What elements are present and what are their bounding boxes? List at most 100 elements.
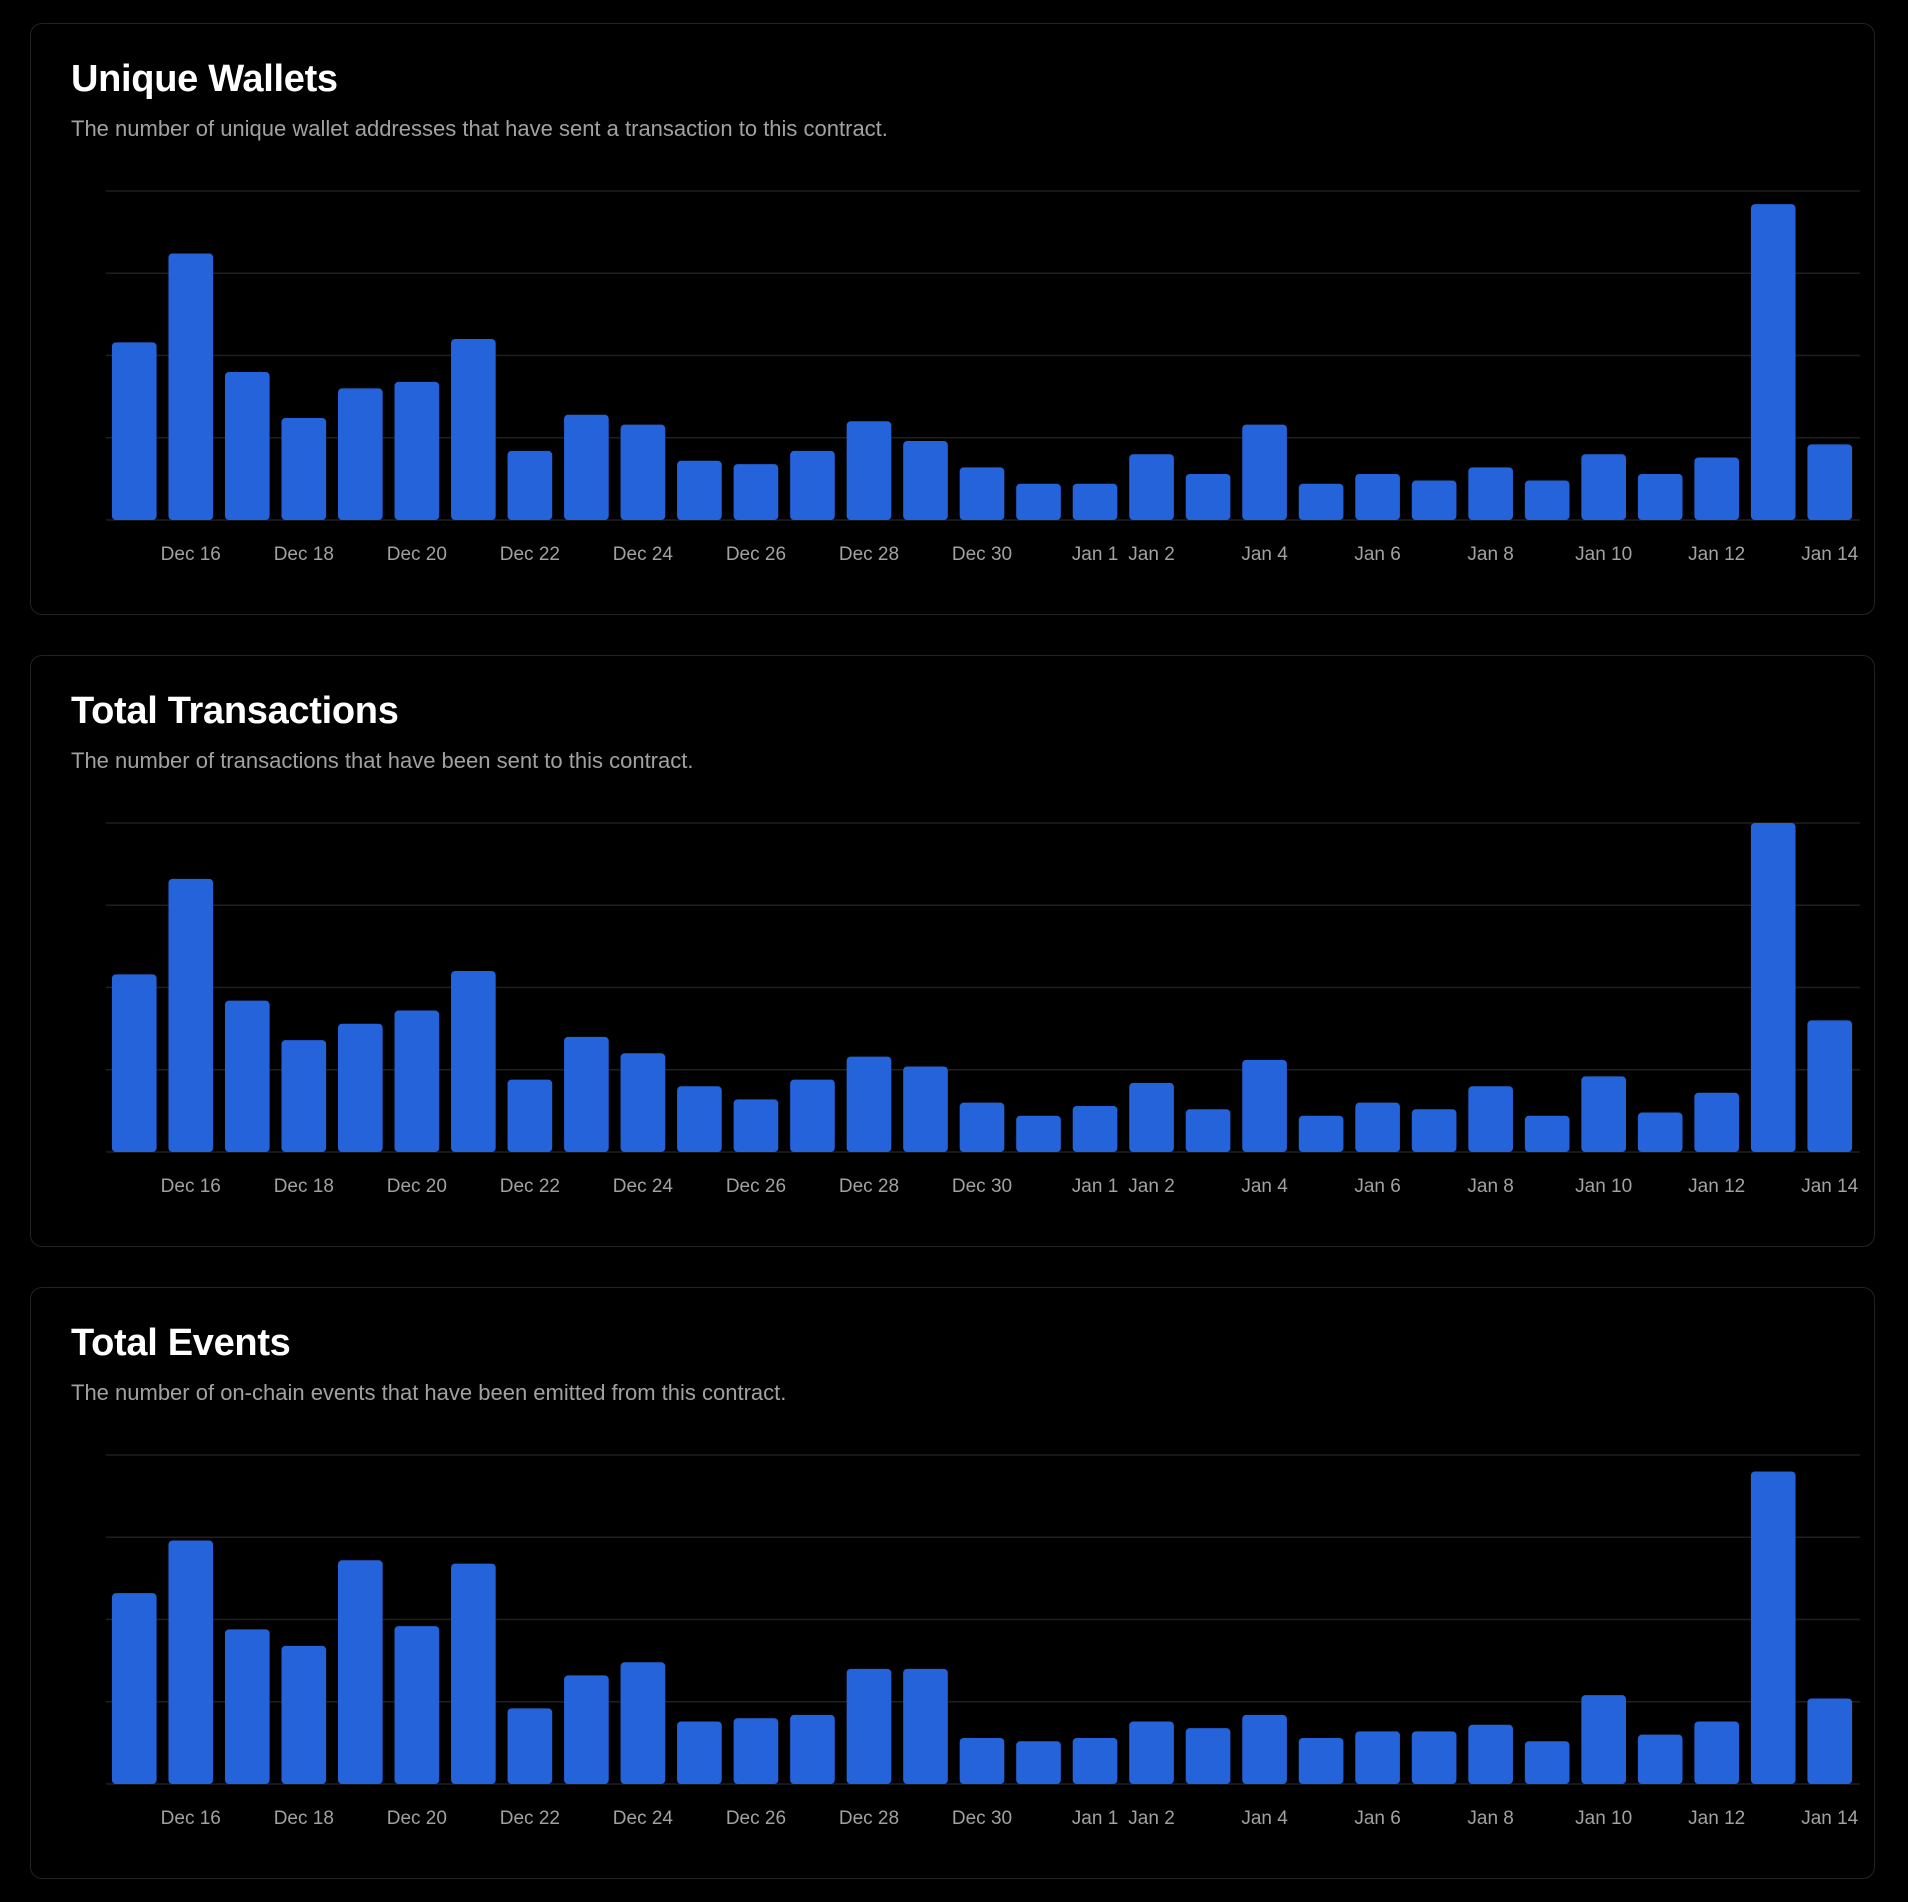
bar[interactable]	[903, 441, 948, 520]
bar[interactable]	[1355, 473, 1400, 520]
bar[interactable]	[1524, 1115, 1570, 1152]
bar[interactable]	[620, 1053, 666, 1152]
x-tick-label: Dec 22	[500, 544, 560, 565]
bar[interactable]	[168, 878, 214, 1152]
x-tick-label: Jan 10	[1575, 1808, 1632, 1829]
bar[interactable]	[564, 1675, 609, 1784]
bar[interactable]	[846, 421, 892, 520]
bar[interactable]	[1581, 1076, 1627, 1152]
bar[interactable]	[1298, 1115, 1344, 1152]
bar[interactable]	[1750, 204, 1796, 520]
bar[interactable]	[1694, 1721, 1740, 1784]
bar[interactable]	[281, 418, 327, 520]
total-transactions-card: Total Transactions The number of transac…	[30, 655, 1875, 1247]
bar[interactable]	[959, 1737, 1005, 1784]
bar[interactable]	[846, 1668, 892, 1784]
bar[interactable]	[111, 342, 157, 520]
bar[interactable]	[394, 1626, 440, 1784]
bar[interactable]	[1298, 483, 1344, 520]
x-tick-label: Dec 20	[387, 1808, 447, 1829]
bar[interactable]	[111, 974, 157, 1152]
bar[interactable]	[451, 339, 496, 520]
bar[interactable]	[1694, 457, 1740, 520]
bar[interactable]	[337, 388, 383, 520]
bar[interactable]	[1016, 483, 1061, 520]
bar[interactable]	[281, 1040, 327, 1152]
bar[interactable]	[733, 1718, 779, 1784]
bar[interactable]	[1637, 473, 1683, 520]
x-tick-label: Dec 26	[726, 1808, 786, 1829]
bar[interactable]	[224, 1629, 270, 1784]
bar[interactable]	[1129, 1721, 1174, 1784]
bar[interactable]	[564, 414, 609, 520]
bar[interactable]	[337, 1023, 383, 1152]
bar[interactable]	[1242, 1059, 1287, 1152]
bar[interactable]	[507, 450, 553, 520]
bar[interactable]	[1411, 480, 1457, 520]
bar[interactable]	[1750, 823, 1796, 1152]
bar[interactable]	[451, 971, 496, 1152]
bar[interactable]	[620, 424, 666, 520]
bar[interactable]	[733, 464, 779, 520]
bar[interactable]	[846, 1056, 892, 1152]
bar[interactable]	[1581, 1695, 1627, 1784]
bar[interactable]	[677, 1721, 722, 1784]
bar[interactable]	[1185, 1109, 1231, 1152]
x-tick-label: Jan 6	[1354, 544, 1400, 565]
bar[interactable]	[337, 1560, 383, 1784]
bar[interactable]	[224, 1000, 270, 1152]
bar[interactable]	[677, 1086, 722, 1152]
bar[interactable]	[1355, 1102, 1400, 1152]
bar[interactable]	[168, 253, 214, 520]
bar[interactable]	[168, 1540, 214, 1784]
bar[interactable]	[507, 1708, 553, 1784]
bar[interactable]	[1072, 1737, 1118, 1784]
bar[interactable]	[1016, 1741, 1061, 1784]
bar[interactable]	[1411, 1731, 1457, 1784]
bar[interactable]	[790, 1714, 835, 1784]
bar[interactable]	[1524, 1741, 1570, 1784]
bar[interactable]	[1637, 1734, 1683, 1784]
bar[interactable]	[733, 1099, 779, 1152]
bar[interactable]	[677, 460, 722, 520]
bar[interactable]	[1411, 1109, 1457, 1152]
bar[interactable]	[1355, 1731, 1400, 1784]
bar[interactable]	[507, 1079, 553, 1152]
bar[interactable]	[1524, 480, 1570, 520]
bar[interactable]	[1468, 1086, 1513, 1152]
bar[interactable]	[281, 1645, 327, 1784]
bar[interactable]	[1016, 1115, 1061, 1152]
bar[interactable]	[564, 1036, 609, 1152]
bar[interactable]	[1807, 1020, 1853, 1152]
bar[interactable]	[1581, 454, 1627, 520]
bar[interactable]	[1807, 444, 1853, 520]
bar[interactable]	[451, 1563, 496, 1784]
bar[interactable]	[1129, 454, 1174, 520]
bar[interactable]	[1072, 1105, 1118, 1152]
bar[interactable]	[959, 1102, 1005, 1152]
bar[interactable]	[903, 1066, 948, 1152]
bar[interactable]	[394, 1010, 440, 1152]
bar[interactable]	[1298, 1737, 1344, 1784]
bar[interactable]	[1807, 1698, 1853, 1784]
card-title: Total Transactions	[71, 690, 399, 732]
bar[interactable]	[1185, 1728, 1231, 1784]
bar[interactable]	[1750, 1471, 1796, 1784]
bar[interactable]	[394, 381, 440, 520]
bar[interactable]	[790, 1079, 835, 1152]
bar[interactable]	[111, 1593, 157, 1784]
bar[interactable]	[1072, 483, 1118, 520]
bar[interactable]	[1694, 1092, 1740, 1152]
bar[interactable]	[790, 450, 835, 520]
bar[interactable]	[1185, 473, 1231, 520]
bar[interactable]	[1468, 1724, 1513, 1784]
bar[interactable]	[1242, 1714, 1287, 1784]
bar[interactable]	[1637, 1112, 1683, 1152]
bar[interactable]	[1468, 467, 1513, 520]
bar[interactable]	[1242, 424, 1287, 520]
bar[interactable]	[1129, 1082, 1174, 1152]
bar[interactable]	[620, 1662, 666, 1784]
bar[interactable]	[959, 467, 1005, 520]
bar[interactable]	[224, 371, 270, 520]
bar[interactable]	[903, 1668, 948, 1784]
